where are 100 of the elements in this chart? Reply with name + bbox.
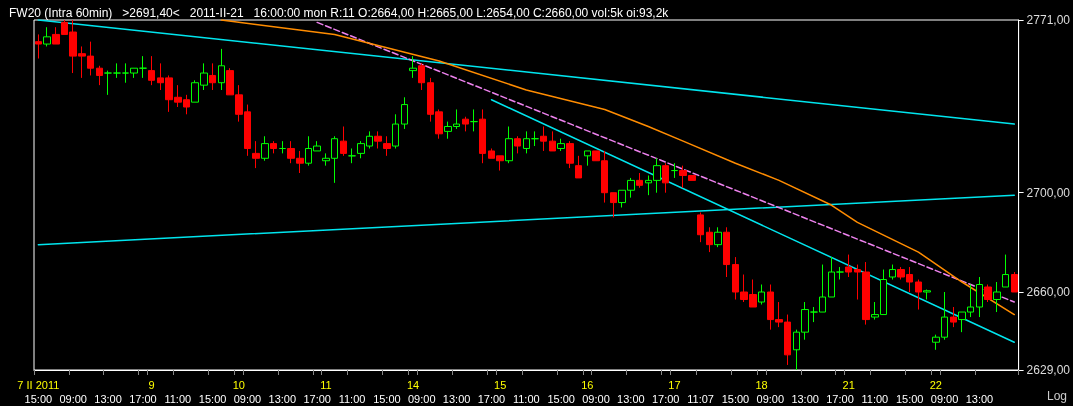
candlestick bbox=[976, 276, 983, 318]
candlestick bbox=[514, 135, 521, 154]
candlestick bbox=[557, 138, 565, 152]
candlestick bbox=[43, 26, 51, 47]
candlestick bbox=[671, 162, 678, 179]
candlestick bbox=[723, 226, 730, 278]
x-tick-label: 09:00 bbox=[930, 393, 959, 405]
candlestick bbox=[828, 256, 835, 298]
x-tick-label: 16 bbox=[581, 379, 594, 391]
candlestick bbox=[139, 55, 147, 79]
text: Log bbox=[1046, 389, 1068, 403]
x-tick-label: 11:00 bbox=[164, 393, 192, 405]
x-tick-label: 22 bbox=[929, 379, 942, 391]
x-tick-label: 14 bbox=[406, 379, 420, 391]
x-tick-label: 09:00 bbox=[582, 393, 610, 405]
candlestick bbox=[566, 140, 574, 169]
x-tick-label: 17:00 bbox=[303, 393, 331, 405]
x-tick-label: 15 bbox=[494, 379, 507, 391]
candlestick bbox=[950, 306, 957, 328]
candlestick bbox=[706, 226, 713, 253]
candlestick bbox=[96, 65, 103, 86]
candlestick bbox=[409, 55, 417, 79]
x-tick-label: 09:00 bbox=[233, 393, 262, 405]
x-tick-label: 18 bbox=[755, 379, 768, 391]
candlestick bbox=[374, 130, 382, 149]
x-tick-label: 13:00 bbox=[442, 393, 471, 405]
x-tick-label: 10 bbox=[232, 379, 245, 391]
candlestick bbox=[252, 140, 260, 169]
candlestick bbox=[845, 254, 852, 278]
candlestick bbox=[714, 226, 722, 248]
candlestick bbox=[915, 279, 922, 311]
candlestick bbox=[261, 135, 269, 162]
x-tick-label: 11:07 bbox=[687, 393, 714, 405]
x-tick-label: 17:00 bbox=[651, 393, 680, 405]
candlestick bbox=[462, 116, 469, 132]
candlestick bbox=[993, 281, 1001, 313]
candlestick bbox=[836, 266, 844, 281]
x-tick-label: 11:00 bbox=[512, 393, 540, 405]
x-tick-label: 15:00 bbox=[198, 393, 227, 405]
candlestick bbox=[584, 150, 591, 167]
x-tick-label: 17:00 bbox=[477, 393, 506, 405]
candlestick bbox=[889, 264, 896, 281]
candlestick bbox=[523, 130, 530, 154]
x-tick-label: 9 bbox=[148, 379, 155, 391]
candlestick bbox=[104, 70, 112, 96]
candlestick bbox=[1002, 254, 1009, 288]
candlestick bbox=[984, 284, 992, 303]
candlestick bbox=[1011, 271, 1018, 293]
candlestick bbox=[348, 147, 356, 164]
x-tick-label: 09:00 bbox=[407, 393, 436, 405]
candlestick bbox=[923, 289, 931, 301]
x-tick-label: 13:00 bbox=[617, 393, 645, 405]
candlestick bbox=[401, 96, 408, 130]
x-tick-label: 13:00 bbox=[791, 393, 819, 405]
chart-title: FW20 (Intra 60min) >2691,40< 2011-II-21 16:00:00 mon R:11 O:2664,00 H:2665,00 L:2654,00 C:2660,00 vol:5k oi:93,2k bbox=[9, 6, 670, 20]
candlestick bbox=[470, 108, 478, 132]
candlestick bbox=[35, 33, 42, 60]
x-tick-label: 15:00 bbox=[547, 393, 575, 405]
y-tick-label: 2629,00 bbox=[1026, 363, 1071, 377]
candlestick bbox=[610, 192, 617, 218]
candlestick bbox=[340, 126, 347, 157]
x-tick-label: 7 II 2011 15:00 bbox=[17, 379, 60, 405]
candlestick bbox=[531, 130, 539, 147]
x-tick-label: 15:00 bbox=[373, 393, 401, 405]
y-tick-label: 2771,00 bbox=[1026, 13, 1071, 27]
x-tick-label: 17:00 bbox=[129, 393, 157, 405]
line-series bbox=[220, 19, 1016, 316]
candlestick bbox=[758, 284, 765, 306]
x-tick-label: 13:00 bbox=[268, 393, 297, 405]
y-tick-label: 2660,00 bbox=[1026, 285, 1071, 300]
candlestick bbox=[697, 211, 704, 243]
x-tick-label: 17 bbox=[668, 379, 681, 391]
candlestick bbox=[270, 140, 277, 154]
candlestick bbox=[479, 108, 486, 164]
candlestick bbox=[575, 155, 582, 179]
candlestick bbox=[148, 55, 155, 86]
candlestick bbox=[392, 113, 399, 149]
candlestick bbox=[113, 62, 121, 79]
x-tick-label: 13:00 bbox=[965, 393, 994, 405]
candlestick bbox=[383, 135, 391, 157]
candlestick bbox=[662, 162, 669, 194]
candlestick bbox=[418, 62, 425, 91]
x-tick-label: 09:00 bbox=[59, 393, 87, 405]
candlestick bbox=[505, 126, 513, 164]
x-tick-label: 21 bbox=[842, 379, 855, 391]
x-tick-label: 15:00 bbox=[721, 393, 750, 405]
candlestick bbox=[209, 62, 216, 91]
y-tick-label: 2700,00 bbox=[1026, 185, 1071, 200]
candlestick bbox=[218, 48, 225, 91]
x-tick-label: 11:00 bbox=[861, 393, 889, 405]
candlestick bbox=[279, 140, 286, 154]
x-tick-label: 15:00 bbox=[895, 393, 924, 405]
candlestick bbox=[636, 172, 643, 189]
candlestick bbox=[549, 130, 556, 152]
x-tick-label: 11 bbox=[320, 379, 332, 391]
x-tick-label: 09:00 bbox=[756, 393, 785, 405]
x-tick-label: 17:00 bbox=[826, 393, 854, 405]
candlestick bbox=[540, 126, 547, 152]
x-tick-label: 11:00 bbox=[338, 393, 366, 405]
x-tick-label: 13:00 bbox=[94, 393, 122, 405]
